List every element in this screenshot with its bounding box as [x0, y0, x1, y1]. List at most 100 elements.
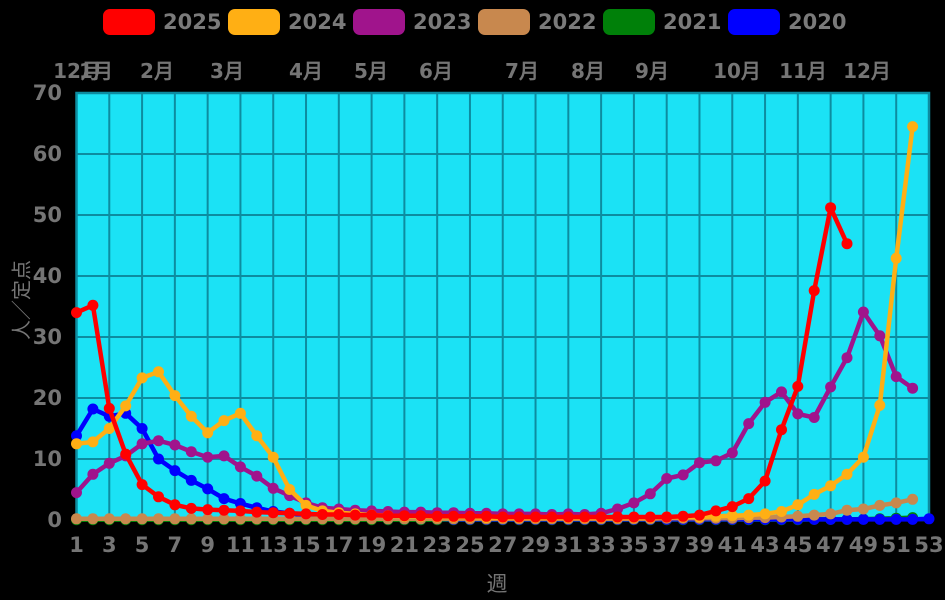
legend-label: 2020	[788, 9, 847, 34]
data-point-2025	[218, 504, 230, 516]
data-point-2023	[628, 497, 640, 509]
month-label: 3月	[210, 59, 244, 83]
legend-swatch	[353, 9, 405, 35]
data-point-2025	[644, 511, 656, 523]
x-tick-label: 49	[848, 533, 879, 557]
y-tick-label: 20	[32, 386, 62, 410]
legend-label: 2025	[163, 9, 222, 34]
data-point-2023	[185, 446, 197, 458]
data-point-2025	[169, 499, 181, 511]
legend-swatch	[603, 9, 655, 35]
data-point-2022	[202, 513, 214, 525]
data-point-2025	[234, 505, 246, 517]
data-point-2020	[841, 513, 853, 525]
data-point-2020	[857, 513, 869, 525]
data-point-2024	[776, 506, 787, 517]
x-tick-label: 15	[291, 533, 321, 557]
data-point-2022	[841, 504, 853, 516]
data-point-2022	[185, 513, 197, 525]
x-tick-label: 27	[488, 533, 518, 557]
month-label: 6月	[419, 59, 453, 83]
legend-item-2025: 2025	[103, 9, 228, 35]
data-point-2025	[300, 508, 312, 520]
x-tick-label: 41	[717, 533, 747, 557]
data-point-2023	[825, 381, 837, 393]
data-point-2025	[251, 506, 263, 518]
data-point-2023	[776, 386, 787, 398]
data-point-2022	[103, 513, 115, 525]
data-point-2023	[251, 470, 263, 482]
data-point-2025	[202, 504, 214, 516]
data-point-2024	[120, 400, 132, 412]
data-point-2022	[808, 509, 820, 521]
y-tick-label: 40	[32, 264, 62, 288]
legend-item-2024: 2024	[228, 9, 353, 35]
data-point-2025	[562, 511, 574, 523]
x-tick-label: 25	[455, 533, 485, 557]
month-label: 5月	[354, 59, 388, 83]
series-2025	[71, 202, 853, 523]
data-point-2024	[71, 438, 82, 450]
data-point-2024	[267, 451, 279, 463]
data-point-2025	[316, 509, 328, 520]
data-point-2025	[677, 510, 689, 522]
month-label: 2月	[140, 59, 174, 83]
legend-item-2020: 2020	[728, 9, 853, 35]
data-point-2023	[87, 468, 99, 480]
data-point-2025	[120, 448, 132, 460]
data-point-2025	[431, 510, 443, 522]
data-point-2024	[743, 509, 755, 521]
legend-swatch	[103, 9, 155, 35]
y-tick-label: 60	[32, 142, 62, 166]
legend: 2025 2024 2023 2022 2021 2020	[103, 9, 853, 35]
data-point-2025	[497, 511, 509, 523]
data-point-2024	[87, 436, 99, 448]
data-point-2023	[743, 418, 755, 430]
y-tick-label: 70	[32, 81, 62, 105]
data-point-2025	[776, 424, 787, 436]
data-point-2020	[907, 513, 919, 525]
data-point-2023	[153, 435, 164, 447]
data-point-2022	[874, 499, 886, 511]
gridlines	[76, 93, 929, 520]
data-point-2025	[530, 511, 541, 523]
data-point-2020	[153, 453, 164, 465]
data-point-2022	[153, 513, 164, 525]
data-point-2022	[792, 510, 804, 522]
data-point-2025	[136, 479, 148, 491]
data-point-2023	[202, 451, 214, 463]
data-point-2024	[169, 390, 181, 402]
data-point-2022	[234, 513, 246, 525]
data-point-2023	[874, 330, 886, 342]
data-point-2024	[907, 121, 919, 133]
data-point-2024	[284, 484, 296, 495]
month-label: 8月	[571, 59, 605, 83]
data-point-2025	[71, 307, 82, 319]
data-point-2020	[136, 423, 148, 434]
data-point-2023	[694, 457, 705, 469]
data-point-2024	[300, 499, 312, 511]
month-label: 9月	[635, 59, 669, 83]
data-point-2023	[136, 438, 148, 450]
data-point-2022	[120, 513, 132, 525]
x-tick-label: 1	[69, 533, 84, 557]
data-point-2023	[808, 412, 820, 423]
data-point-2023	[661, 473, 673, 484]
data-point-2025	[349, 509, 361, 521]
data-point-2024	[136, 372, 148, 384]
data-point-2025	[464, 510, 476, 522]
data-point-2020	[218, 493, 230, 505]
x-tick-label: 39	[684, 533, 715, 557]
data-point-2025	[808, 285, 820, 297]
data-point-2020	[923, 513, 935, 525]
legend-label: 2023	[413, 9, 472, 34]
data-point-2020	[202, 483, 214, 495]
data-point-2024	[874, 399, 886, 411]
legend-item-2022: 2022	[478, 9, 603, 35]
data-point-2024	[857, 451, 869, 463]
data-point-2020	[874, 513, 886, 525]
legend-label: 2024	[288, 9, 347, 34]
x-tick-label: 13	[258, 533, 288, 557]
data-point-2023	[234, 461, 246, 473]
data-point-2022	[218, 513, 230, 525]
